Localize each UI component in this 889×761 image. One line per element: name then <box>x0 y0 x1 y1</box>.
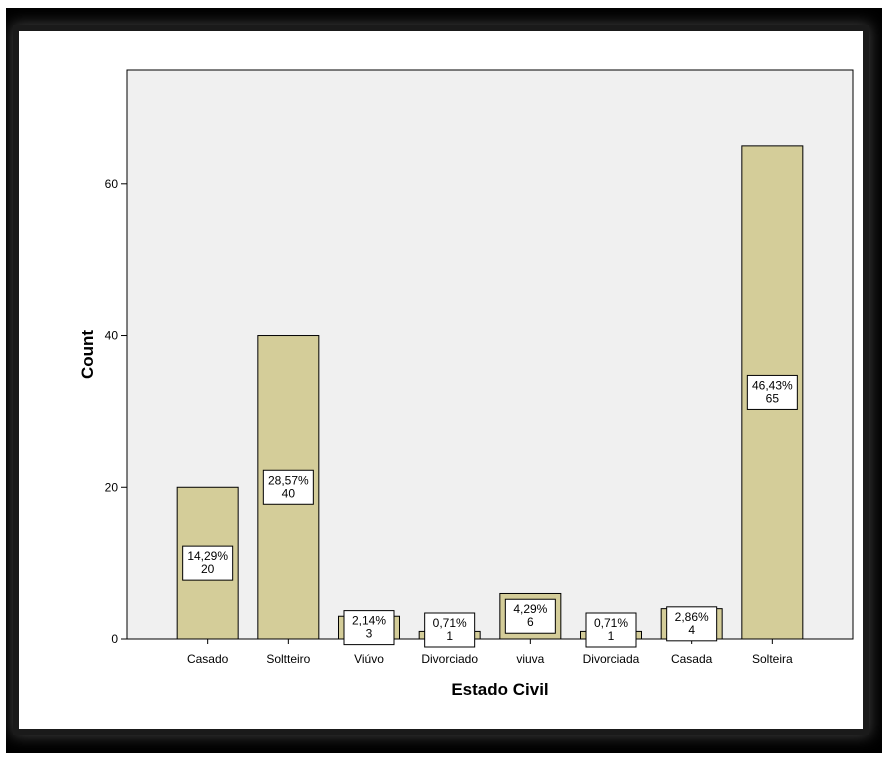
data-label-percent: 14,29% <box>187 549 228 563</box>
data-label-percent: 4,29% <box>513 602 547 616</box>
data-label-percent: 0,71% <box>433 616 467 630</box>
data-label-percent: 0,71% <box>594 616 628 630</box>
data-label-box <box>343 610 395 646</box>
data-label-count: 40 <box>282 486 296 500</box>
x-tick-label: Viúvo <box>354 652 384 666</box>
data-label-box <box>182 545 234 581</box>
y-tick-label: 40 <box>105 329 119 343</box>
data-label-percent: 28,57% <box>268 473 309 487</box>
y-axis-title: Count <box>78 330 97 379</box>
data-label-count: 3 <box>366 627 373 641</box>
data-label-count: 65 <box>766 391 780 405</box>
data-label-percent: 2,14% <box>352 614 386 628</box>
x-tick-label: Casado <box>187 652 229 666</box>
x-tick-label: Divorciada <box>583 652 640 666</box>
data-label-count: 20 <box>201 562 215 576</box>
data-label-count: 4 <box>688 623 695 637</box>
data-label-box <box>262 469 314 505</box>
x-tick-label: Casada <box>671 652 713 666</box>
data-label-count: 6 <box>527 615 534 629</box>
data-label-box <box>585 612 637 648</box>
data-label-box <box>746 374 798 410</box>
y-tick-label: 60 <box>105 177 119 191</box>
data-label-count: 1 <box>446 629 453 643</box>
y-tick-label: 20 <box>105 480 119 494</box>
x-tick-label: Solteira <box>752 652 793 666</box>
data-label-box <box>424 612 476 648</box>
x-tick-label: Soltteiro <box>266 652 310 666</box>
y-tick-label: 0 <box>111 632 118 646</box>
x-axis: Casado Soltteiro Viúvo Divorciado viuva Divor… <box>187 639 793 666</box>
x-axis-title: Estado Civil <box>451 680 548 699</box>
y-axis: 0 20 40 60 <box>105 177 127 646</box>
data-label-box <box>666 606 718 642</box>
data-label-box <box>504 598 556 634</box>
data-label-percent: 46,43% <box>752 378 793 392</box>
x-tick-label: viuva <box>516 652 544 666</box>
data-label-count: 1 <box>608 629 615 643</box>
plot-area <box>126 69 854 640</box>
data-label-percent: 2,86% <box>675 610 709 624</box>
x-tick-label: Divorciado <box>421 652 478 666</box>
